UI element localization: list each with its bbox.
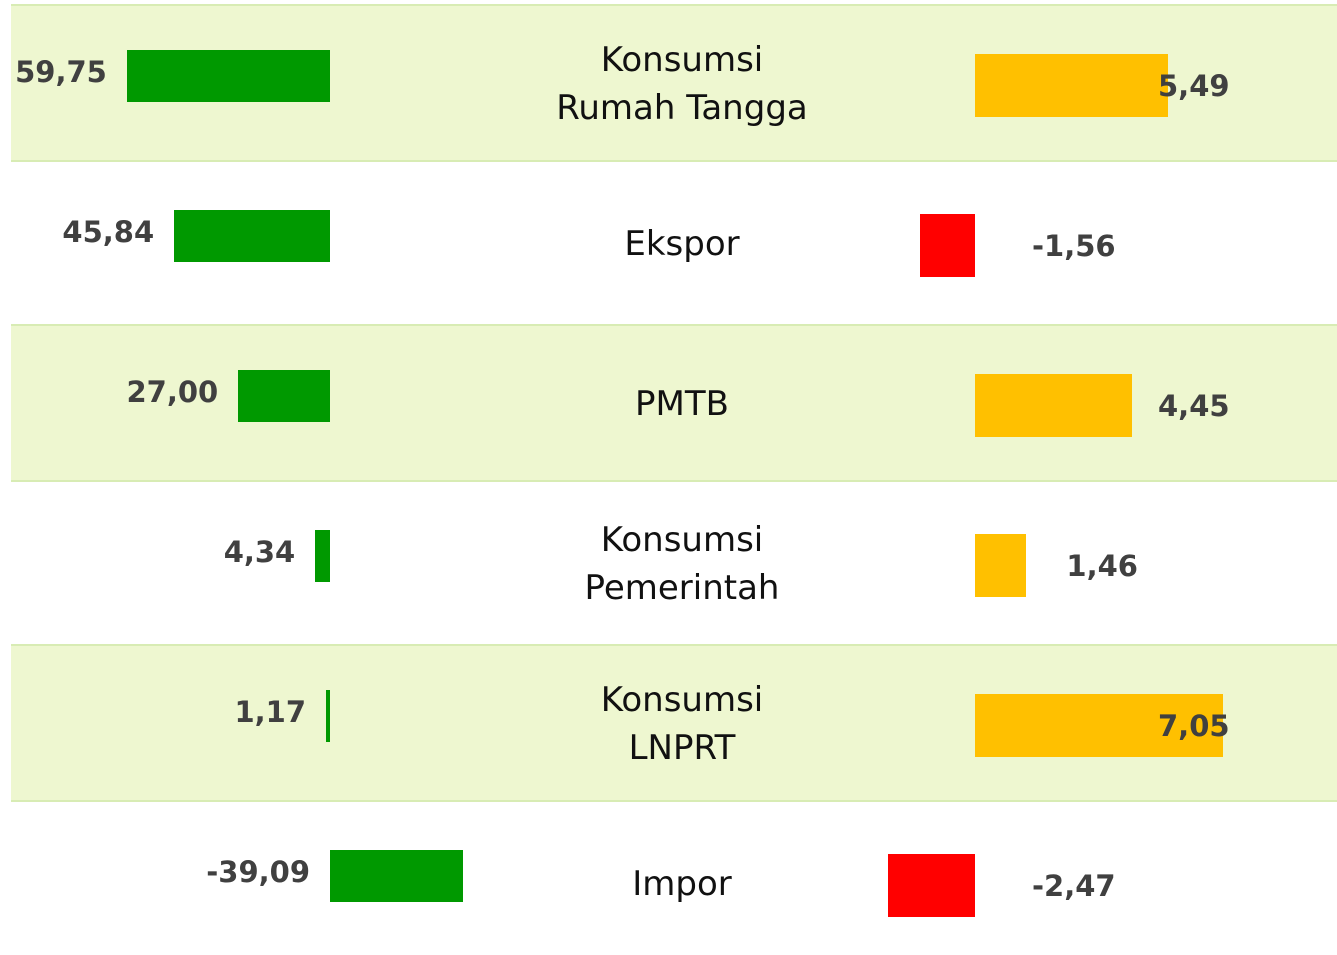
share-value: 1,17: [234, 695, 307, 729]
share-bar: [315, 530, 330, 582]
growth-value: 5,49: [1158, 69, 1230, 103]
share-value: 4,34: [223, 535, 296, 569]
share-bar: [330, 850, 463, 902]
growth-value: 7,05: [1158, 709, 1230, 743]
share-bar: [238, 370, 330, 422]
share-value: 45,84: [62, 215, 155, 249]
growth-bar: [975, 54, 1169, 117]
share-value: 59,75: [15, 55, 107, 89]
share-bar: [126, 50, 330, 102]
growth-bar: [888, 854, 975, 917]
category-label: Konsumsi Rumah Tangga: [556, 40, 808, 128]
growth-value: -2,47: [1032, 869, 1116, 903]
share-bar: [174, 210, 330, 262]
growth-value: 4,45: [1158, 389, 1230, 423]
share-bar: [326, 690, 330, 742]
category-label: Ekspor: [624, 224, 740, 264]
category-label: Konsumsi LNPRT: [600, 680, 764, 768]
growth-value: -1,56: [1032, 229, 1116, 263]
category-label: Impor: [632, 864, 732, 904]
share-value: 27,00: [126, 375, 219, 409]
growth-bar: [975, 534, 1027, 597]
growth-value: 1,46: [1066, 549, 1138, 583]
category-label: Konsumsi Pemerintah: [584, 520, 780, 608]
growth-bar: [920, 214, 975, 277]
category-label: PMTB: [635, 384, 729, 424]
growth-bar: [975, 694, 1224, 757]
growth-bar: [975, 374, 1132, 437]
share-value: -39,09: [206, 855, 310, 889]
